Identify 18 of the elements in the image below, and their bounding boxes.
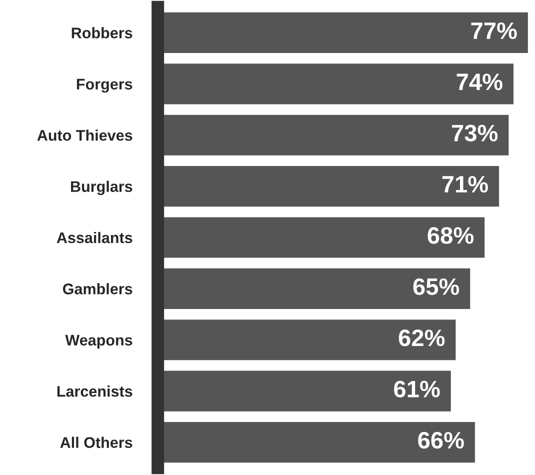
data-label: 62% [398, 330, 445, 346]
y-tick-label: All Others [60, 436, 132, 448]
y-tick-label: Auto Thieves [37, 130, 132, 141]
data-label: 77% [471, 22, 517, 40]
y-tick-label: Assailants [56, 232, 132, 244]
data-label: 74% [456, 74, 502, 90]
data-label: 61% [394, 380, 440, 398]
y-tick-label: Robbers [72, 27, 132, 38]
data-label: 65% [413, 278, 460, 296]
y-tick-label: Forgers [76, 78, 132, 93]
data-label: 71% [442, 176, 488, 193]
data-label: 73% [452, 124, 498, 142]
y-tick-label: Weapons [65, 334, 132, 349]
data-label: 66% [418, 432, 464, 449]
y-tick-label: Larcenists [57, 386, 132, 397]
y-tick-label: Burglars [71, 180, 132, 196]
y-tick-label: Gamblers [62, 283, 132, 294]
data-label: 68% [428, 227, 474, 244]
